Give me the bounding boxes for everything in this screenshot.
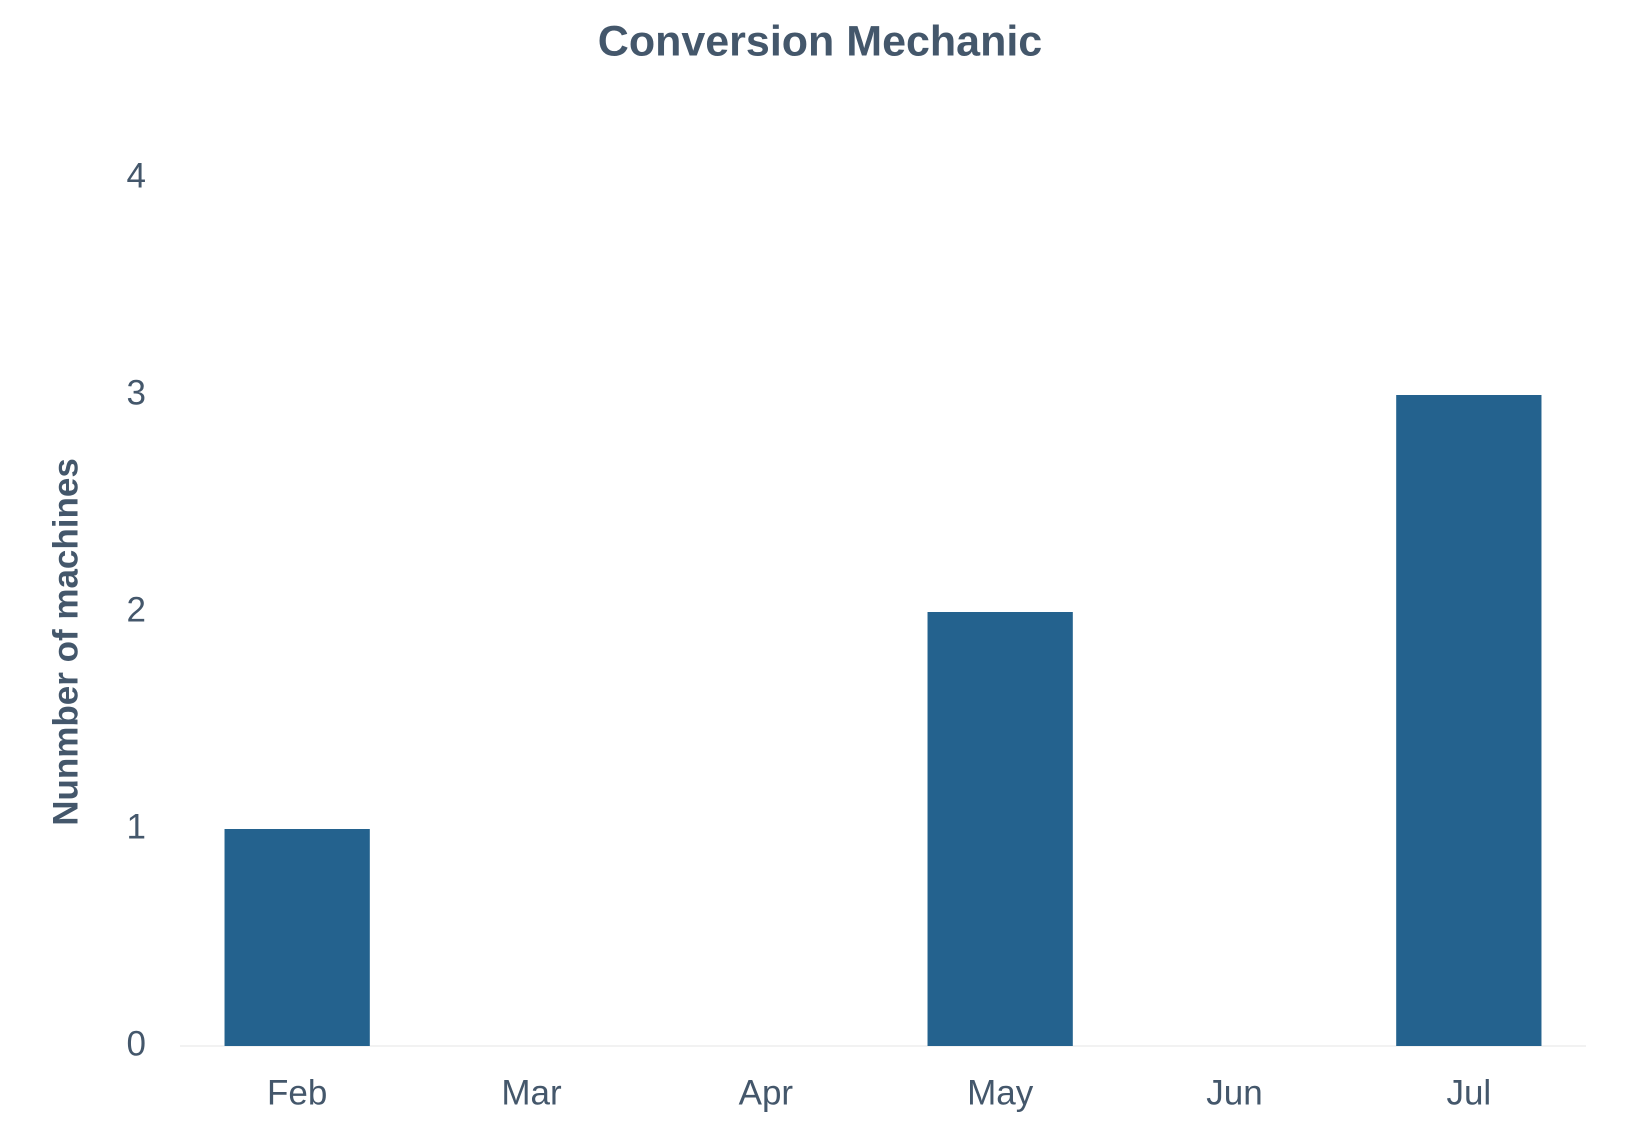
x-tick-label: Mar — [501, 1073, 562, 1112]
x-tick-label: Feb — [267, 1073, 327, 1112]
chart-title: Conversion Mechanic — [598, 17, 1042, 65]
x-tick-label: Apr — [739, 1073, 794, 1112]
x-tick-label: Jun — [1206, 1073, 1262, 1112]
x-tick-label: Jul — [1446, 1073, 1491, 1112]
bar — [927, 612, 1073, 1046]
y-tick-label: 0 — [127, 1024, 146, 1063]
y-axis-label: Nunmber of machines — [46, 458, 85, 826]
x-tick-label: May — [967, 1073, 1034, 1112]
bar — [1396, 395, 1542, 1046]
y-tick-label: 1 — [127, 807, 146, 846]
y-tick-label: 4 — [127, 156, 146, 195]
y-tick-label: 2 — [127, 590, 146, 629]
bar — [224, 829, 370, 1046]
y-tick-label: 3 — [127, 373, 146, 412]
